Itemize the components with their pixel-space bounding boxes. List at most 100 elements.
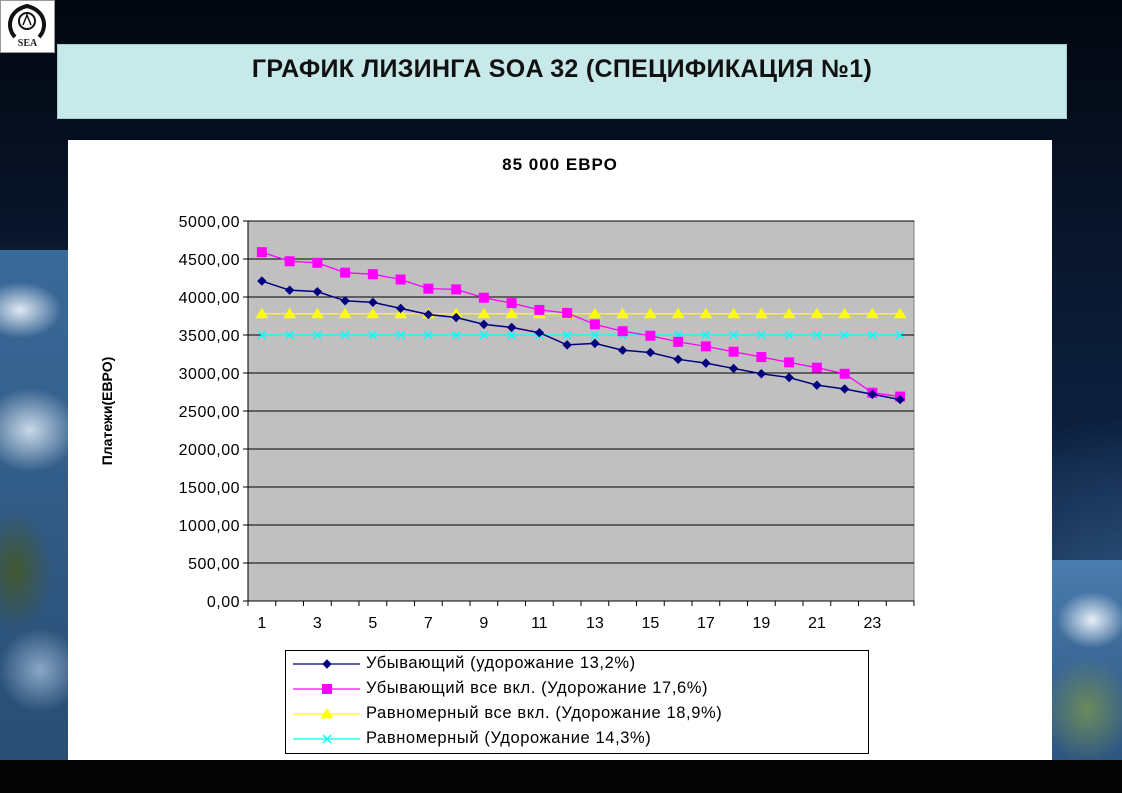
data-point <box>340 296 350 306</box>
data-point <box>451 284 462 295</box>
earth-image-left <box>0 250 70 760</box>
data-point <box>645 347 656 358</box>
y-tick-label: 2500,00 <box>179 404 240 421</box>
data-point <box>699 307 713 319</box>
data-point <box>477 307 491 319</box>
line-chart: 85 000 ЕВРО 5000,00 4500,00 4000,00 3500,00 3… <box>99 155 915 632</box>
data-point <box>756 369 767 379</box>
y-axis-label: Платежи(ЕВРО) <box>99 357 115 466</box>
y-tick-label: 3500,00 <box>179 328 240 345</box>
data-point <box>810 307 824 319</box>
x-tick-label: 1 <box>257 615 266 632</box>
data-point <box>867 330 877 340</box>
data-point <box>728 363 739 374</box>
horseshoe-logo-icon <box>8 3 46 39</box>
data-point <box>562 307 573 318</box>
data-point <box>840 330 850 340</box>
chart-title: 85 000 ЕВРО <box>502 155 618 174</box>
x-tick-label: 21 <box>808 615 826 632</box>
chart-legend: Убывающий (удорожание 13,2%) Убывающий в… <box>285 650 869 754</box>
data-point <box>811 362 822 373</box>
legend-marker <box>322 684 332 694</box>
x-tick-label: 17 <box>697 615 715 632</box>
data-point <box>784 357 795 368</box>
data-point <box>506 298 517 309</box>
data-point <box>451 312 461 323</box>
legend-marker <box>322 734 332 744</box>
data-point <box>478 292 489 303</box>
data-point <box>312 286 323 297</box>
x-tick-label: 3 <box>313 615 322 632</box>
data-point <box>756 352 767 363</box>
data-point <box>479 319 489 330</box>
data-point <box>701 330 711 340</box>
data-point <box>562 340 572 350</box>
data-point <box>257 276 267 286</box>
data-point <box>395 274 406 285</box>
page-title: ГРАФИК ЛИЗИНГА SOA 32 (СПЕЦИФИКАЦИЯ №1) <box>251 55 873 83</box>
data-point <box>534 328 545 338</box>
bottom-bar <box>0 760 1122 793</box>
legend-item: Убывающий (удорожание 13,2%) <box>290 652 866 676</box>
data-point <box>588 307 602 319</box>
x-tick-label: 23 <box>863 615 881 632</box>
y-tick-label: 5000,00 <box>179 214 240 231</box>
data-point <box>895 394 905 405</box>
legend-marker <box>320 708 334 719</box>
data-point <box>366 307 380 319</box>
x-tick-label: 7 <box>424 615 433 632</box>
data-point <box>616 307 630 319</box>
series-line <box>261 280 901 401</box>
data-point <box>479 330 489 340</box>
data-point <box>285 330 295 340</box>
data-point <box>368 330 378 340</box>
data-point <box>617 326 628 337</box>
data-point <box>451 330 461 340</box>
y-tick-label: 3000,00 <box>179 366 240 383</box>
data-point <box>643 307 657 319</box>
data-point <box>257 330 267 340</box>
x-tick-label: 15 <box>641 615 659 632</box>
y-tick-label: 4500,00 <box>179 252 240 269</box>
header-bar: ГРАФИК ЛИЗИНГА SOA 32 (СПЕЦИФИКАЦИЯ №1) <box>57 44 1067 119</box>
data-point <box>673 354 683 365</box>
data-point <box>590 330 600 340</box>
data-point <box>340 267 351 278</box>
data-point <box>256 247 267 258</box>
legend-marker-icon <box>293 734 360 744</box>
y-tick-label: 4000,00 <box>179 290 240 307</box>
data-point <box>395 303 406 314</box>
data-point <box>284 285 295 295</box>
data-point <box>867 389 878 399</box>
data-point <box>784 330 794 340</box>
data-point <box>701 358 711 368</box>
data-point <box>895 330 905 340</box>
data-point <box>367 269 378 280</box>
logo-text: SEA <box>17 38 38 49</box>
y-tick-label: 1500,00 <box>179 480 240 497</box>
legend-marker-icon <box>293 684 360 694</box>
data-point <box>423 330 433 340</box>
data-point <box>340 330 350 340</box>
x-tick-label: 13 <box>586 615 604 632</box>
data-point <box>255 307 269 319</box>
data-point <box>590 338 600 349</box>
data-point <box>368 297 378 308</box>
data-point <box>589 319 600 330</box>
data-point <box>396 330 406 340</box>
data-point <box>617 345 628 355</box>
data-point <box>283 307 297 319</box>
x-tick-label: 19 <box>752 615 770 632</box>
data-point <box>338 307 352 319</box>
data-point <box>671 307 685 319</box>
data-point <box>562 330 572 340</box>
legend-label: Убывающий все вкл. (Удорожание 17,6%) <box>366 679 709 697</box>
data-point <box>893 307 907 319</box>
legend-item: Равномерный все вкл. (Удорожание 18,9%) <box>290 702 866 726</box>
data-point <box>782 307 796 319</box>
data-point <box>534 304 545 315</box>
legend-marker-icon <box>293 659 360 669</box>
data-point <box>729 330 739 340</box>
y-tick-label: 0,00 <box>207 594 240 611</box>
data-point <box>784 372 794 383</box>
